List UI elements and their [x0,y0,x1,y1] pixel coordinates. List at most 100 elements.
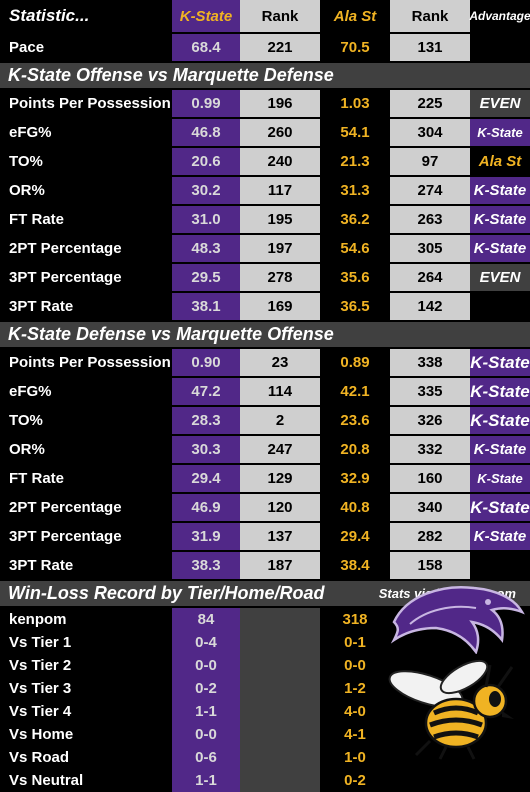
alast-value: 36.2 [320,206,390,233]
alast-rank: 225 [390,90,470,117]
kstate-value: 29.4 [172,465,240,492]
advantage-badge: K-State [470,378,530,405]
alast-rank: 340 [390,494,470,521]
header-team2: Ala St [320,0,390,32]
logo-area [390,631,530,654]
kstate-record: 0-6 [172,746,240,769]
alast-record: 0-0 [320,654,390,677]
alast-record: 4-0 [320,700,390,723]
header-row: Statistic... K-State Rank Ala St Rank Ad… [0,0,530,34]
kstate-rank: 247 [240,436,320,463]
alast-record: 318 [320,608,390,631]
section-defense-title: K-State Defense vs Marquette Offense [0,322,530,349]
advantage-badge [470,293,530,320]
kstate-value: 0.99 [172,90,240,117]
alast-value: 29.4 [320,523,390,550]
record-label: Vs Neutral [0,769,172,792]
pace-ks: 68.4 [172,34,240,61]
stat-label: eFG% [0,119,172,146]
blank-cell [240,654,320,677]
advantage-badge: Ala St [470,148,530,175]
alast-value: 20.8 [320,436,390,463]
alast-value: 54.6 [320,235,390,262]
record-label: Vs Tier 2 [0,654,172,677]
alast-record: 1-0 [320,746,390,769]
record-label: Vs Tier 1 [0,631,172,654]
stat-label: 2PT Percentage [0,494,172,521]
offense-rows: Points Per Possession 0.99 196 1.03 225 EVEN e… [0,90,530,322]
advantage-badge: K-State [470,119,530,146]
alast-value: 21.3 [320,148,390,175]
kstate-rank: 169 [240,293,320,320]
pace-rank2: 131 [390,34,470,61]
alast-record: 4-1 [320,723,390,746]
offense-row: eFG% 46.8 260 54.1 304 K-State [0,119,530,148]
alast-rank: 264 [390,264,470,291]
pace-label: Pace [0,34,172,61]
kstate-rank: 260 [240,119,320,146]
alast-rank: 326 [390,407,470,434]
advantage-badge: K-State [470,523,530,550]
alast-rank: 160 [390,465,470,492]
kstate-rank: 278 [240,264,320,291]
kstate-record: 84 [172,608,240,631]
offense-row: 3PT Rate 38.1 169 36.5 142 [0,293,530,322]
kstate-rank: 117 [240,177,320,204]
defense-row: eFG% 47.2 114 42.1 335 K-State [0,378,530,407]
blank-cell [240,608,320,631]
defense-row: FT Rate 29.4 129 32.9 160 K-State [0,465,530,494]
logo-area [390,746,530,769]
record-label: Vs Tier 3 [0,677,172,700]
kstate-rank: 23 [240,349,320,376]
offense-row: TO% 20.6 240 21.3 97 Ala St [0,148,530,177]
kstate-record: 0-0 [172,723,240,746]
stat-label: FT Rate [0,206,172,233]
alast-rank: 304 [390,119,470,146]
defense-row: TO% 28.3 2 23.6 326 K-State [0,407,530,436]
record-row: Vs Neutral 1-1 0-2 [0,769,530,792]
kstate-value: 29.5 [172,264,240,291]
header-advantage: Advantage [469,0,530,32]
pace-rank1: 221 [240,34,320,61]
record-label: Vs Tier 4 [0,700,172,723]
advantage-badge: K-State [470,465,530,492]
record-row: Vs Road 0-6 1-0 [0,746,530,769]
offense-row: 3PT Percentage 29.5 278 35.6 264 EVEN [0,264,530,293]
kstate-value: 30.2 [172,177,240,204]
stat-label: 2PT Percentage [0,235,172,262]
kstate-record: 1-1 [172,700,240,723]
pace-al: 70.5 [320,34,390,61]
kstate-value: 46.9 [172,494,240,521]
blank-cell [240,631,320,654]
advantage-badge: K-State [470,349,530,376]
alast-rank: 338 [390,349,470,376]
alast-record: 0-2 [320,769,390,792]
alast-record: 0-1 [320,631,390,654]
alast-rank: 274 [390,177,470,204]
stat-label: eFG% [0,378,172,405]
offense-row: 2PT Percentage 48.3 197 54.6 305 K-State [0,235,530,264]
defense-row: 3PT Percentage 31.9 137 29.4 282 K-State [0,523,530,552]
blank-cell [240,700,320,723]
alast-rank: 142 [390,293,470,320]
kstate-record: 1-1 [172,769,240,792]
alast-value: 23.6 [320,407,390,434]
kstate-rank: 195 [240,206,320,233]
stat-label: TO% [0,148,172,175]
offense-row: FT Rate 31.0 195 36.2 263 K-State [0,206,530,235]
stat-label: TO% [0,407,172,434]
defense-rows: Points Per Possession 0.90 23 0.89 338 K-Stat… [0,349,530,581]
alast-value: 1.03 [320,90,390,117]
kstate-rank: 114 [240,378,320,405]
hornet-logo-icon [388,659,514,760]
blank-cell [240,723,320,746]
stat-label: Points Per Possession [0,90,172,117]
alast-value: 0.89 [320,349,390,376]
record-label: Vs Road [0,746,172,769]
advantage-badge: EVEN [470,264,530,291]
alast-record: 1-2 [320,677,390,700]
header-statistic: Statistic... [0,0,172,32]
kstate-value: 31.9 [172,523,240,550]
records-title-text: Win-Loss Record by Tier/Home/Road [8,583,325,603]
pace-row: Pace 68.4 221 70.5 131 [0,34,530,63]
